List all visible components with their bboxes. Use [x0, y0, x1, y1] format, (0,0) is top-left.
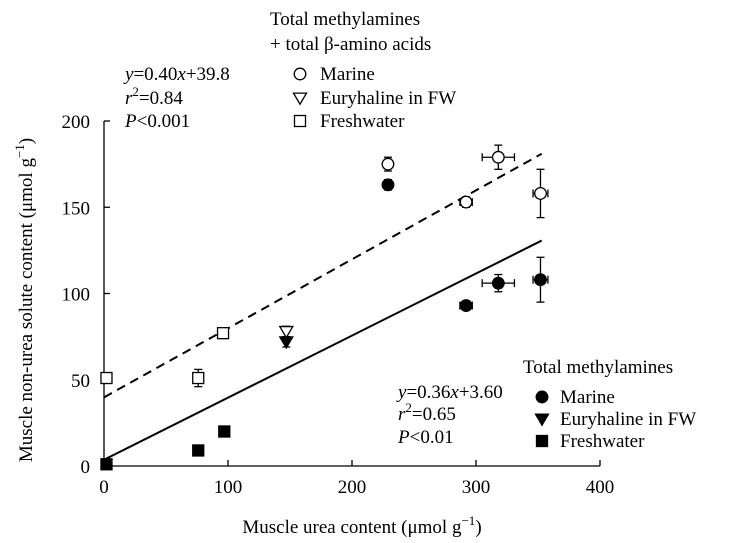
data-point-circle-filled	[534, 273, 547, 287]
legend-marker-circle-open	[293, 67, 307, 81]
data-point-circle-open	[534, 186, 547, 200]
legend-title-line-1: Total methylamines	[270, 9, 420, 30]
legend-markers	[292, 67, 308, 128]
regression-annotation-filled: y=0.36x+3.60 r2=0.65 P<0.01	[396, 382, 503, 448]
fit-line-dashed	[103, 152, 543, 399]
legend-label-marine-filled: Marine	[560, 387, 615, 408]
data-point-circle-filled	[491, 276, 505, 290]
y-tick-label: 100	[62, 285, 91, 306]
y-tick-label: 150	[62, 198, 91, 219]
axes: 0 100 200 300 400 0 50 100 150 200	[62, 112, 615, 498]
equation-filled: y=0.36x+3.60	[396, 382, 503, 403]
y-tick-label: 50	[71, 371, 90, 392]
legend-marker-triangle-open	[292, 92, 308, 106]
x-tick-label: 100	[214, 477, 243, 498]
data-point-square-filled	[218, 425, 231, 438]
data-point-triangle-open	[278, 325, 294, 339]
data-point-triangle-filled	[278, 336, 294, 350]
x-tick-label: 400	[586, 477, 615, 498]
legend-filled-markers: Total methylamines Marine Euryhaline in …	[523, 357, 696, 452]
legend-label-euryhaline-filled: Euryhaline in FW	[560, 409, 696, 430]
r-squared-filled: r2=0.65	[398, 400, 456, 425]
legend-marker-circle-filled	[535, 390, 549, 404]
data-point-circle-filled	[459, 299, 473, 313]
y-ticks: 0 50 100 150 200	[62, 112, 110, 478]
y-axis-title: Muscle non-urea solute content (μmol g−1…	[12, 138, 37, 462]
x-tick-label: 0	[99, 477, 109, 498]
data-points	[100, 150, 547, 471]
data-point-square-filled	[192, 444, 205, 457]
equation-open: y=0.40x+39.8	[123, 64, 230, 85]
legend-marker-square-filled	[535, 434, 549, 448]
x-tick-label: 200	[338, 477, 367, 498]
legend-label-freshwater-open: Freshwater	[320, 111, 405, 132]
p-value-filled: P<0.01	[397, 427, 454, 448]
legend-title-line-2: + total β-amino acids	[270, 34, 431, 55]
legend-markers	[534, 390, 550, 448]
data-point-square-filled	[100, 458, 113, 471]
data-point-square-open	[100, 371, 113, 385]
data-point-square-open	[192, 371, 205, 385]
x-tick-label: 300	[462, 477, 491, 498]
legend-marker-square-open	[293, 114, 307, 128]
y-tick-label: 200	[62, 112, 91, 133]
legend-label-freshwater-filled: Freshwater	[560, 431, 645, 452]
data-point-circle-open	[381, 157, 395, 171]
p-value-open: P<0.001	[124, 111, 190, 132]
r-squared-open: r2=0.84	[125, 84, 183, 109]
y-tick-label: 0	[81, 457, 91, 478]
fit-lines	[103, 152, 543, 461]
legend-label-marine-open: Marine	[320, 64, 375, 85]
data-point-circle-open	[459, 195, 473, 209]
data-point-circle-open	[491, 150, 505, 164]
data-point-circle-filled	[381, 178, 395, 192]
regression-annotation-open: y=0.40x+39.8 r2=0.84 P<0.001	[123, 64, 230, 132]
x-axis-title: Muscle urea content (μmol g−1)	[242, 513, 481, 538]
fit-line-solid	[103, 239, 543, 461]
legend-title-filled: Total methylamines	[523, 357, 673, 378]
legend-label-euryhaline-open: Euryhaline in FW	[320, 88, 456, 109]
x-ticks: 0 100 200 300 400	[99, 460, 614, 498]
legend-open-markers: Total methylamines + total β-amino acids…	[270, 9, 456, 132]
data-point-square-open	[216, 327, 230, 340]
legend-marker-triangle-filled	[534, 413, 550, 427]
